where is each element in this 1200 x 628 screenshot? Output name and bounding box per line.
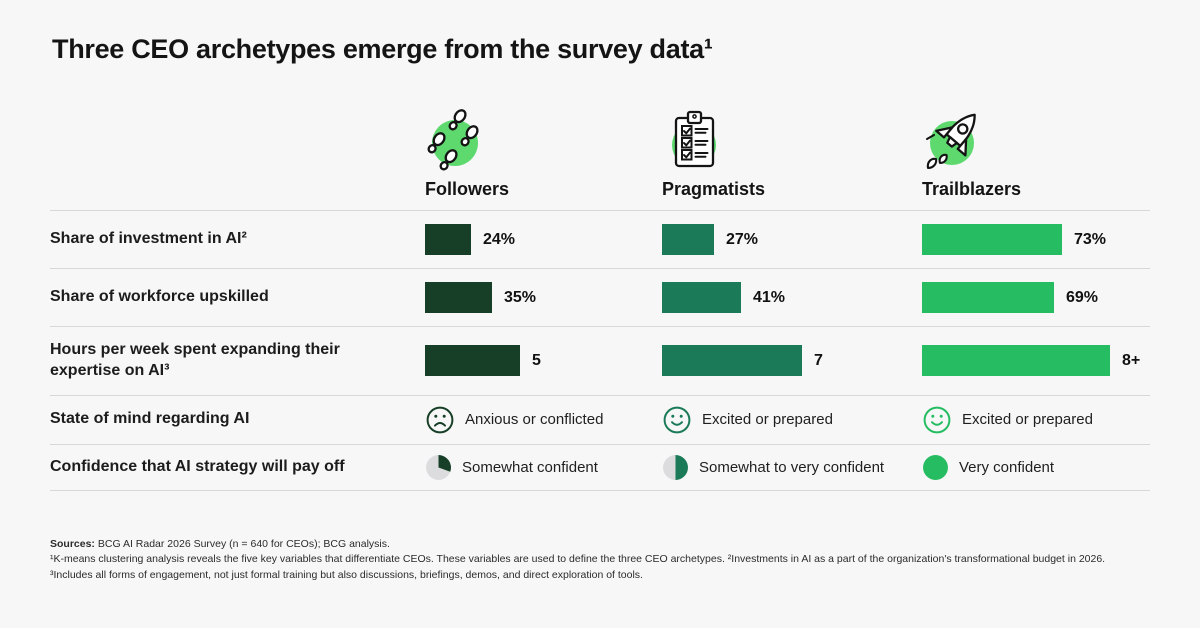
cell-pragmatists: Excited or prepared: [662, 405, 922, 435]
row-label: Share of workforce upskilled: [50, 288, 269, 306]
column-header-pragmatists: Pragmatists: [662, 105, 922, 200]
column-label-trailblazers: Trailblazers: [922, 179, 1022, 199]
cell-followers: 35%: [425, 282, 662, 313]
confidence-text: Very confident: [959, 458, 1055, 476]
cell-trailblazers: 8+: [922, 345, 1150, 377]
smile-face-icon: [663, 406, 691, 433]
bar-value: 7: [814, 351, 823, 369]
confidence-text: Somewhat to very confident: [699, 458, 885, 476]
footprints-icon: [427, 109, 479, 171]
sources-text: BCG AI Radar 2026 Survey (n = 640 for CE…: [94, 537, 390, 550]
clipboard-checklist-icon: [672, 110, 716, 168]
state-text: Excited or prepared: [702, 411, 833, 429]
bar-trailblazers: [922, 345, 1110, 377]
cell-pragmatists: 41%: [662, 282, 922, 313]
bar-pragmatists: [662, 224, 714, 255]
bar-value: 41%: [753, 288, 786, 306]
bar-followers: [425, 224, 471, 255]
table-row-upskilled: Share of workforce upskilled 35% 41% 69%: [50, 268, 1150, 326]
rocket-icon: [925, 113, 976, 170]
exhibit: Three CEO archetypes emerge from the sur…: [50, 34, 1150, 584]
state-text: Anxious or conflicted: [465, 411, 604, 429]
bar-value: 27%: [726, 230, 759, 248]
bar-pragmatists: [662, 282, 741, 313]
footer: Sources: BCG AI Radar 2026 Survey (n = 6…: [50, 537, 1150, 584]
row-label: Share of investment in AI²: [50, 230, 247, 248]
cell-followers: 5: [425, 345, 662, 377]
cell-trailblazers: Excited or prepared: [922, 405, 1150, 435]
cell-trailblazers: 69%: [922, 282, 1150, 313]
cell-followers: Anxious or conflicted: [425, 405, 662, 435]
column-label-followers: Followers: [425, 179, 510, 199]
cell-trailblazers: 73%: [922, 224, 1150, 255]
sad-face-icon: [426, 406, 454, 433]
column-header-followers: Followers: [425, 105, 662, 200]
table-row-confidence: Confidence that AI strategy will pay off…: [50, 443, 1150, 491]
pie-quarter-filled-icon: [426, 454, 451, 480]
cell-followers: 24%: [425, 224, 662, 255]
cell-trailblazers: Very confident: [922, 454, 1150, 481]
bar-pragmatists: [662, 345, 802, 377]
bar-value: 69%: [1066, 288, 1099, 306]
bar-value: 5: [532, 351, 541, 369]
pie-half-filled-icon: [663, 454, 688, 480]
cell-pragmatists: 27%: [662, 224, 922, 255]
bar-trailblazers: [922, 282, 1054, 313]
column-label-pragmatists: Pragmatists: [662, 179, 766, 199]
table-row-hours: Hours per week spent expanding their exp…: [50, 326, 1150, 395]
column-header-row: Followers: [50, 105, 1150, 210]
smile-face-icon: [923, 406, 951, 433]
state-text: Excited or prepared: [962, 411, 1093, 429]
confidence-text: Somewhat confident: [462, 458, 598, 476]
column-header-trailblazers: Trailblazers: [922, 105, 1150, 200]
pie-full-filled-icon: [923, 454, 948, 480]
bar-value: 73%: [1074, 230, 1107, 248]
table-row-investment: Share of investment in AI² 24% 27% 73%: [50, 210, 1150, 268]
bar-followers: [425, 345, 520, 377]
table-row-state-of-mind: State of mind regarding AI Anxious or co…: [50, 394, 1150, 444]
cell-followers: Somewhat confident: [425, 454, 662, 481]
cell-pragmatists: 7: [662, 345, 922, 377]
row-label: Confidence that AI strategy will pay off: [50, 457, 345, 475]
bar-value: 8+: [1122, 351, 1141, 369]
cell-pragmatists: Somewhat to very confident: [662, 454, 922, 481]
bar-value: 24%: [483, 230, 516, 248]
bar-followers: [425, 282, 492, 313]
row-label: State of mind regarding AI: [50, 410, 250, 428]
page-title: Three CEO archetypes emerge from the sur…: [52, 34, 713, 64]
row-label: Hours per week spent expanding their exp…: [50, 341, 340, 379]
footnote-text: ¹K-means clustering analysis reveals the…: [50, 553, 1106, 582]
bar-value: 35%: [504, 288, 537, 306]
bar-trailblazers: [922, 224, 1062, 255]
sources-label: Sources:: [50, 537, 95, 550]
